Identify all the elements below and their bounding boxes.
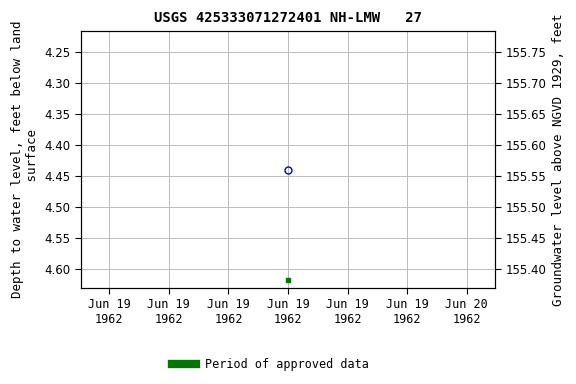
Y-axis label: Groundwater level above NGVD 1929, feet: Groundwater level above NGVD 1929, feet — [552, 13, 565, 306]
Y-axis label: Depth to water level, feet below land
 surface: Depth to water level, feet below land su… — [10, 21, 39, 298]
Legend: Period of approved data: Period of approved data — [168, 354, 374, 376]
Title: USGS 425333071272401 NH-LMW   27: USGS 425333071272401 NH-LMW 27 — [154, 12, 422, 25]
